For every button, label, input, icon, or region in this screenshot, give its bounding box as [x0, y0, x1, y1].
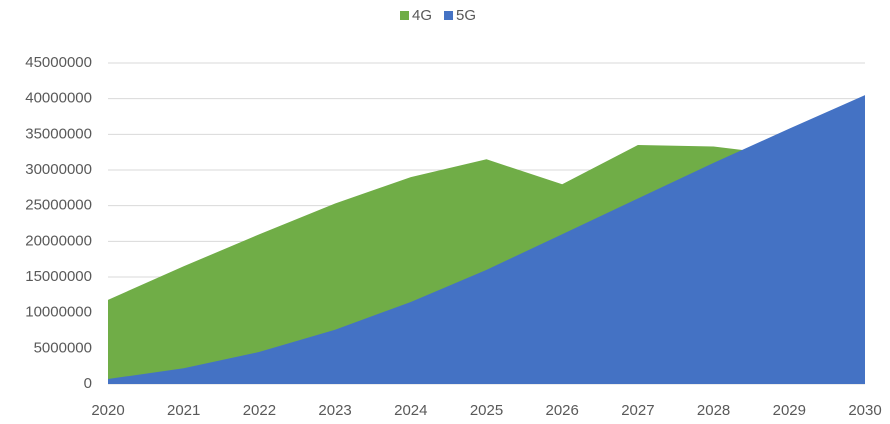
legend-label: 5G [456, 7, 476, 24]
x-tick-label: 2026 [546, 402, 579, 419]
y-tick-label: 25000000 [25, 197, 92, 214]
x-tick-label: 2028 [697, 402, 730, 419]
y-tick-label: 30000000 [25, 161, 92, 178]
x-tick-label: 2025 [470, 402, 503, 419]
y-tick-label: 5000000 [34, 339, 92, 356]
y-tick-label: 40000000 [25, 90, 92, 107]
legend-label: 4G [412, 7, 432, 24]
x-tick-label: 2021 [167, 402, 200, 419]
y-tick-label: 0 [84, 375, 92, 392]
legend-swatch [444, 11, 454, 20]
y-tick-label: 45000000 [25, 54, 92, 71]
x-tick-label: 2022 [243, 402, 276, 419]
x-tick-label: 2029 [773, 402, 806, 419]
y-tick-label: 10000000 [25, 304, 92, 321]
x-tick-label: 2027 [621, 402, 654, 419]
x-tick-label: 2020 [91, 402, 124, 419]
x-tick-label: 2023 [318, 402, 351, 419]
x-tick-label: 2030 [848, 402, 881, 419]
y-tick-label: 15000000 [25, 268, 92, 285]
area [108, 95, 865, 384]
y-tick-label: 20000000 [25, 232, 92, 249]
y-tick-label: 35000000 [25, 125, 92, 142]
legend-swatch [400, 11, 409, 20]
x-tick-label: 2024 [394, 402, 427, 419]
